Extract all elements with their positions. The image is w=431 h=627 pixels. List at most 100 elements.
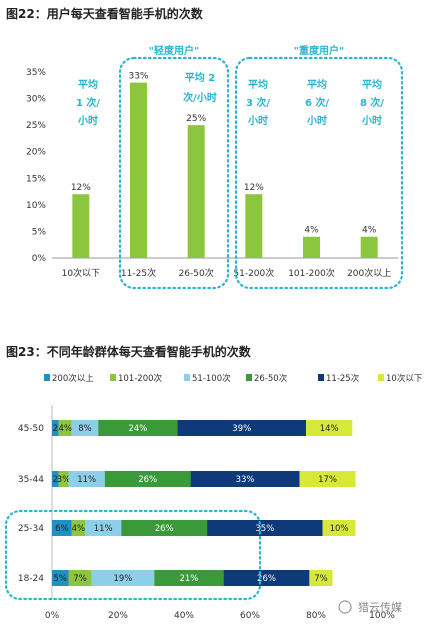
- annotation-text: 小时: [247, 114, 268, 127]
- bar-segment-label: 8%: [78, 424, 92, 434]
- chart2-title: 图23：不同年龄群体每天查看智能手机的次数: [6, 344, 252, 359]
- bar: [72, 194, 90, 258]
- bar-segment-label: 17%: [318, 475, 337, 485]
- annotation-text: 平均: [307, 78, 327, 91]
- bar-segment: [68, 570, 92, 586]
- annotation-text: 平均 2: [185, 71, 215, 84]
- bar-segment-label: 10%: [330, 524, 349, 534]
- bar-segment-label: 4%: [72, 524, 86, 534]
- annotation-text: 小时: [361, 114, 382, 127]
- bar-value-label: 12%: [71, 183, 91, 193]
- bar-segment: [154, 570, 224, 586]
- chart1-title: 图22：用户每天查看智能手机的次数: [6, 6, 204, 21]
- watermark-text: 猎云传媒: [358, 600, 402, 614]
- x-tick-label: 11-25次: [121, 267, 156, 279]
- x-tick-label: 80%: [306, 611, 326, 621]
- y-tick-label: 18-24: [18, 574, 44, 584]
- x-tick-label: 51-200次: [233, 267, 274, 279]
- chart1-groups: "轻度用户" "重度用户" 平均 1 次/小时 平均 2 次/小时 平均 3 次/小时 平均 6 …: [76, 44, 404, 290]
- x-tick-label: 26-50次: [179, 267, 214, 279]
- bar-segment-label: 7%: [314, 574, 328, 584]
- bar-segment: [306, 420, 353, 436]
- bar: [187, 125, 205, 259]
- legend-swatch: [378, 374, 384, 381]
- bar-segment-label: 5%: [54, 574, 68, 584]
- bar-value-label: 4%: [362, 226, 377, 236]
- heavy-user-box: [234, 56, 404, 290]
- bar-segment: [98, 420, 178, 436]
- y-tick-label: 35-44: [18, 475, 44, 485]
- chart1-plot: 0% 5% 10% 15% 20% 25% 30% 35% 12% 10次以下 33% 11-25次 2…: [26, 68, 398, 279]
- x-tick-label: 0%: [45, 611, 60, 621]
- legend-label: 51-100次: [192, 373, 231, 384]
- bar: [303, 236, 320, 258]
- bar-segment-label: 26%: [257, 574, 276, 584]
- bar-segment-label: 35%: [255, 524, 274, 534]
- bar-segment-label: 7%: [73, 574, 87, 584]
- bar-segment-label: 2: [53, 424, 58, 434]
- bar-segment: [190, 471, 300, 487]
- y-tick-label: 10%: [26, 201, 46, 211]
- y-tick-label: 45-50: [18, 424, 44, 434]
- light-user-box: [118, 56, 230, 290]
- annotation-text: 平均: [78, 78, 98, 91]
- watermark: 猎云传媒: [338, 600, 402, 614]
- y-tick-label: 30%: [26, 95, 46, 105]
- bar-segment: [104, 471, 191, 487]
- heavy-user-label: "重度用户": [294, 44, 344, 57]
- y-tick-label: 15%: [26, 174, 46, 184]
- bar-value-label: 25%: [186, 114, 206, 124]
- bar-segment-label: 6%: [55, 524, 69, 534]
- legend-swatch: [44, 374, 50, 381]
- annotation-text: 平均: [248, 78, 268, 91]
- annotation-text: 次/小时: [183, 91, 217, 104]
- bar-segment-label: 39%: [232, 424, 251, 434]
- bar-segment: [299, 471, 356, 487]
- annotation-text: 小时: [77, 114, 98, 127]
- bar-segment-label: 33%: [236, 475, 255, 485]
- bar-segment-label: 4%: [58, 424, 72, 434]
- highlight-box: [4, 509, 262, 601]
- bar-segment: [177, 420, 307, 436]
- bar-segment: [52, 471, 59, 487]
- x-tick-label: 20%: [108, 611, 128, 621]
- bar-segment: [52, 520, 72, 536]
- y-tick-label: 20%: [26, 148, 46, 158]
- bar: [245, 194, 263, 258]
- bar-segment: [309, 570, 333, 586]
- annotation-text: 平均: [362, 78, 382, 91]
- bar-segment: [71, 420, 99, 436]
- bar-segment-label: 3%: [57, 475, 71, 485]
- bar-segment-label: 2: [53, 475, 58, 485]
- bar-segment: [85, 520, 122, 536]
- bar-segment: [91, 570, 155, 586]
- chart2-plot: 0% 20% 40% 60% 80% 100%45-50 2 4% 8% 24% 39% 14%35-…: [4, 405, 395, 621]
- bar-segment: [322, 520, 356, 536]
- bar-segment: [58, 420, 72, 436]
- bar-segment-label: 19%: [113, 574, 132, 584]
- bar-segment-label: 26%: [155, 524, 174, 534]
- bar-segment: [68, 471, 105, 487]
- x-tick-label: 200次以上: [347, 267, 391, 279]
- y-tick-label: 25-34: [18, 524, 44, 534]
- annotation-text: 小时: [306, 114, 327, 127]
- legend-swatch: [184, 374, 190, 381]
- bar-segment: [121, 520, 208, 536]
- x-tick-label: 101-200次: [288, 267, 335, 279]
- y-tick-label: 25%: [26, 121, 46, 131]
- bar-segment-label: 24%: [128, 424, 147, 434]
- bar-segment-label: 11%: [94, 524, 113, 534]
- bar-segment-label: 14%: [320, 424, 339, 434]
- y-tick-label: 0%: [32, 254, 47, 264]
- bar: [360, 236, 378, 258]
- bar-segment-label: 21%: [179, 574, 198, 584]
- legend-swatch: [246, 374, 252, 381]
- bar-segment: [207, 520, 323, 536]
- legend-label: 26-50次: [254, 373, 288, 384]
- legend-label: 11-25次: [326, 373, 360, 384]
- x-tick-label: 100%: [369, 611, 395, 621]
- y-tick-label: 35%: [26, 68, 46, 78]
- annotation-text: 3 次/: [246, 96, 270, 109]
- annotation-text: 1 次/: [76, 96, 100, 109]
